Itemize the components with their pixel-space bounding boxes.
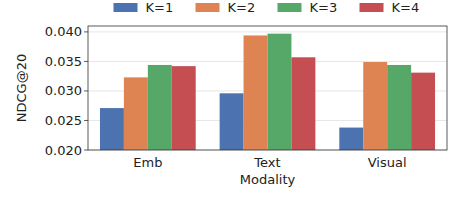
legend-swatch	[360, 3, 384, 12]
bar	[363, 62, 387, 150]
grid-line	[88, 31, 447, 32]
x-tick-label: Text	[253, 155, 280, 170]
y-tick-label: 0.030	[45, 83, 82, 98]
legend-label: K=3	[310, 0, 338, 15]
y-tick	[84, 90, 88, 91]
bars	[100, 34, 435, 150]
x-tick-label: Emb	[133, 155, 162, 170]
legend-label: K=2	[228, 0, 256, 15]
bar	[387, 65, 411, 150]
x-axis-label: Modality	[240, 172, 296, 187]
y-tick	[84, 31, 88, 32]
y-axis-label: NDCG@20	[14, 54, 29, 122]
bar	[411, 73, 435, 150]
y-tick-label: 0.020	[45, 143, 82, 158]
bar	[100, 108, 124, 150]
y-tick	[84, 150, 88, 151]
bar	[268, 34, 292, 150]
legend-label: K=1	[146, 0, 174, 15]
y-tick-label: 0.040	[45, 24, 82, 39]
bar	[220, 93, 244, 150]
chart: 0.020 0.025 0.030 0.035 0.040 Emb Text Visual Mo…	[0, 0, 452, 210]
bar	[244, 35, 268, 150]
bar	[124, 77, 148, 150]
y-tick-label: 0.035	[45, 54, 82, 69]
plot-frame	[88, 26, 447, 150]
bar	[339, 128, 363, 150]
y-tick-label: 0.025	[45, 113, 82, 128]
y-tick	[84, 120, 88, 121]
bar	[291, 57, 315, 150]
legend-swatch	[278, 3, 302, 12]
legend-swatch	[114, 3, 138, 12]
legend-label: K=4	[392, 0, 420, 15]
bar	[148, 65, 172, 150]
bar	[172, 66, 196, 150]
legend: K=1 K=2 K=3 K=4	[114, 0, 420, 15]
legend-swatch	[196, 3, 220, 12]
y-tick	[84, 61, 88, 62]
x-tick-label: Visual	[368, 155, 407, 170]
